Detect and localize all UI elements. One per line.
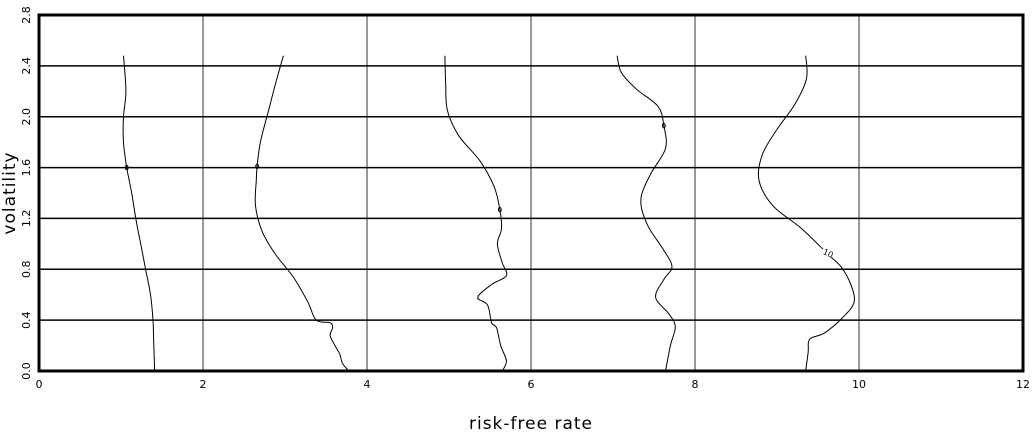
x-tick-label: 10 bbox=[852, 378, 866, 391]
grid-lines bbox=[39, 15, 1023, 371]
contour-line-4 bbox=[616, 55, 676, 372]
contour-line-5 bbox=[757, 55, 855, 372]
x-tick-labels: 0 2 4 6 8 10 12 bbox=[36, 378, 1031, 391]
contour-label-marker bbox=[661, 122, 666, 129]
x-tick-label: 0 bbox=[36, 378, 43, 391]
y-tick-label: 0.4 bbox=[20, 311, 33, 329]
plot-frame bbox=[37, 13, 1025, 373]
contour-label-marker bbox=[497, 206, 502, 213]
y-tick-label: 0.8 bbox=[20, 261, 33, 279]
y-tick-label: 2.0 bbox=[20, 108, 33, 126]
x-tick-label: 2 bbox=[200, 378, 207, 391]
y-tick-label: 1.6 bbox=[20, 159, 33, 177]
x-tick-label: 6 bbox=[528, 378, 535, 391]
y-tick-label: 2.8 bbox=[20, 6, 33, 24]
contour-lines bbox=[122, 55, 855, 372]
x-tick-label: 8 bbox=[692, 378, 699, 391]
x-tick-label: 4 bbox=[364, 378, 371, 391]
y-axis-label: volatility bbox=[0, 151, 20, 234]
y-tick-labels: 0.0 0.4 0.8 1.2 1.6 2.0 2.4 2.8 bbox=[20, 6, 33, 380]
x-tick-label: 12 bbox=[1016, 378, 1030, 391]
x-axis-label: risk-free rate bbox=[469, 414, 593, 434]
contour-line-3 bbox=[444, 55, 508, 372]
contour-label-marker bbox=[124, 164, 129, 171]
contour-label-marker bbox=[255, 163, 260, 170]
contour-line-1 bbox=[122, 55, 156, 372]
contour-label-gap bbox=[822, 249, 833, 258]
contour-labels: 10 bbox=[124, 122, 835, 260]
y-tick-label: 2.4 bbox=[20, 57, 33, 75]
y-tick-label: 1.2 bbox=[20, 210, 33, 228]
y-tick-label: 0.0 bbox=[20, 362, 33, 380]
contour-label: 10 bbox=[822, 247, 835, 259]
contour-line-2 bbox=[254, 55, 350, 372]
